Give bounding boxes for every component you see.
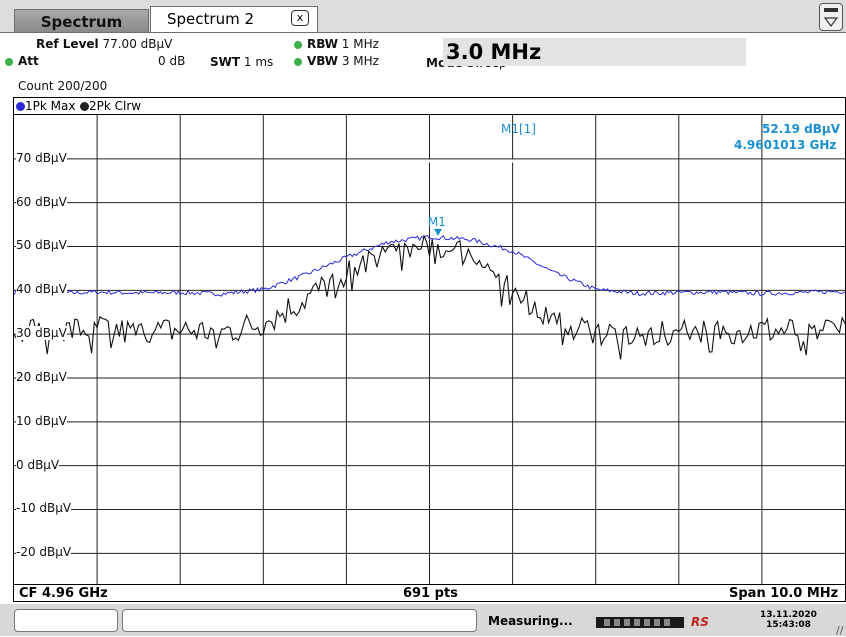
trace-legend: 1Pk Max 2Pk Clrw <box>14 98 845 115</box>
vbw-value: 3 MHz <box>341 54 379 68</box>
vbw-status-icon <box>294 57 302 66</box>
trace-2-dot-icon <box>80 102 89 111</box>
tab-spectrum-2[interactable]: Spectrum 2 x <box>150 6 318 32</box>
frequency-span[interactable]: Span 10.0 MHz <box>729 586 839 601</box>
swt-setting[interactable]: SWT 1 ms <box>210 55 273 69</box>
legend-trace-2-label: 2Pk Clrw <box>89 99 142 113</box>
spectrum-chart: M1 <box>14 115 845 584</box>
window-menu-button[interactable] <box>819 3 843 31</box>
ref-level-label: Ref Level <box>36 37 99 51</box>
y-tick-label: 50 dBµV <box>16 238 67 253</box>
y-tick-label: 70 dBµV <box>16 150 67 165</box>
y-tick-label: 20 dBµV <box>16 369 67 384</box>
y-tick-label: 0 dBµV <box>16 457 60 472</box>
status-time: 15:43:08 <box>766 620 811 630</box>
rbw-setting[interactable]: RBW 1 MHz <box>294 37 379 51</box>
vbw-setting[interactable]: VBW 3 MHz <box>294 54 379 68</box>
dropdown-triangle-icon <box>823 17 839 27</box>
rbw-value: 1 MHz <box>341 37 379 51</box>
measuring-status: Measuring... <box>488 614 573 628</box>
marker-readout-label: M1[1] <box>501 122 536 136</box>
vbw-label: VBW <box>307 54 339 68</box>
trace-2pk-clrw-line <box>14 234 845 360</box>
tab-bar: Spectrum Spectrum 2 x <box>0 0 846 33</box>
att-setting[interactable]: Att <box>5 54 39 68</box>
tab-divider <box>0 32 846 33</box>
y-tick-label: 60 dBµV <box>16 194 67 209</box>
marker-m1-label: M1 <box>428 215 446 229</box>
sweep-points: 691 pts <box>403 586 458 601</box>
legend-trace-1-label: 1Pk Max <box>25 99 76 113</box>
att-status-icon <box>5 57 13 66</box>
resize-grip-icon[interactable]: // <box>836 624 844 637</box>
y-tick-label: -10 dBµV <box>16 501 72 516</box>
marker-frequency: 4.9601013 GHz <box>734 138 837 152</box>
tab-spectrum[interactable]: Spectrum <box>14 9 149 32</box>
y-tick-label: 40 dBµV <box>16 282 67 297</box>
value-entry-field[interactable]: 3.0 MHz <box>443 38 746 66</box>
swt-value: 1 ms <box>243 55 274 69</box>
menu-bars-icon <box>824 8 838 12</box>
ref-level[interactable]: Ref Level 77.00 dBµV <box>36 37 172 51</box>
status-field-1[interactable] <box>14 609 118 632</box>
close-tab-icon[interactable]: x <box>291 10 309 26</box>
status-bar: Measuring... RS 13.11.2020 15:43:08 // <box>0 604 846 637</box>
rbw-label: RBW <box>307 37 338 51</box>
ref-level-value: 77.00 dBµV <box>102 37 173 51</box>
legend-trace-1[interactable]: 1Pk Max <box>16 99 75 113</box>
att-label: Att <box>18 54 39 68</box>
sweep-count: Count 200/200 <box>18 79 108 93</box>
marker-m1-triangle[interactable] <box>433 228 442 236</box>
date-time: 13.11.2020 15:43:08 <box>760 610 817 630</box>
tab-spectrum-label: Spectrum <box>40 13 123 31</box>
spectrum-plot[interactable]: 1Pk Max 2Pk Clrw M1 70 dBµV 60 dBµV 50 dBµ… <box>13 97 846 602</box>
plot-footer: CF 4.96 GHz 691 pts Span 10.0 MHz <box>13 584 846 603</box>
trace-1pk-max-line <box>14 234 845 297</box>
rs-logo: RS <box>691 615 709 629</box>
center-frequency[interactable]: CF 4.96 GHz <box>19 586 108 601</box>
y-tick-label: -20 dBµV <box>16 545 72 560</box>
swt-label: SWT <box>210 55 241 69</box>
status-date: 13.11.2020 <box>760 610 817 620</box>
legend-trace-2[interactable]: 2Pk Clrw <box>80 99 141 113</box>
tab-spectrum-2-label: Spectrum 2 <box>167 10 254 28</box>
marker-level: 52.19 dBµV <box>762 122 840 136</box>
sweep-progress-bar <box>596 617 684 628</box>
status-field-2[interactable] <box>122 609 477 632</box>
att-value: 0 dB <box>158 54 186 68</box>
rbw-status-icon <box>294 40 302 49</box>
trace-1-dot-icon <box>16 102 25 111</box>
y-tick-label: 30 dBµV <box>16 326 67 341</box>
y-tick-label: 10 dBµV <box>16 413 67 428</box>
